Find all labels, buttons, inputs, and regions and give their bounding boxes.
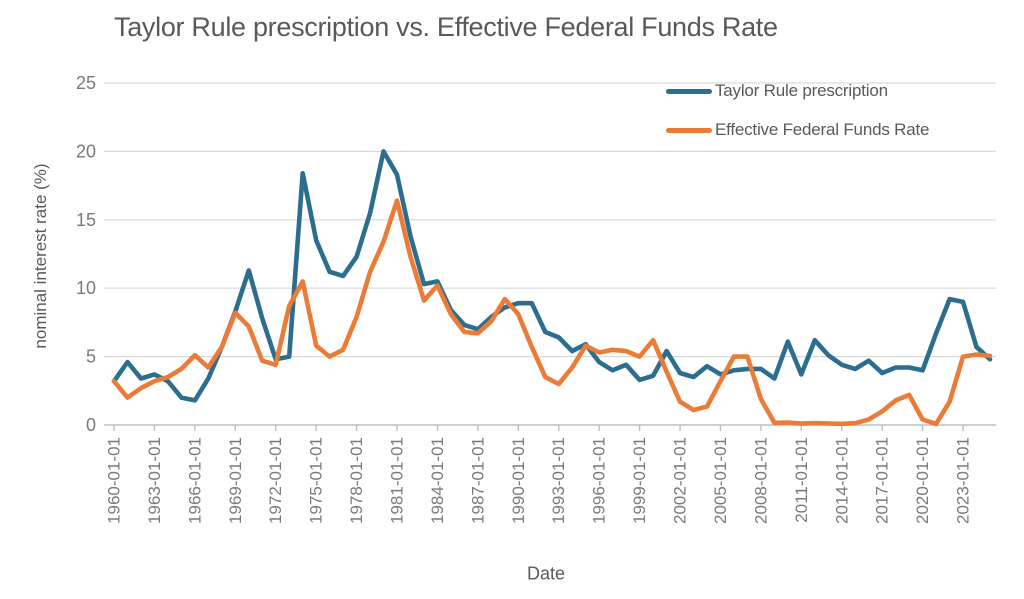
x-tick-label: 2002-01-01 [671, 437, 690, 524]
legend-item-effr: Effective Federal Funds Rate [666, 118, 929, 142]
x-tick-label: 1984-01-01 [428, 437, 447, 524]
x-tick-label: 1960-01-01 [105, 437, 124, 524]
legend-label-taylor-rule: Taylor Rule prescription [715, 81, 888, 100]
x-tick-label: 1972-01-01 [266, 437, 285, 524]
legend: Taylor Rule prescription Effective Feder… [666, 79, 929, 157]
x-tick-label: 1981-01-01 [388, 437, 407, 524]
y-tick-label: 25 [76, 73, 96, 93]
y-tick-label: 10 [76, 278, 96, 298]
x-axis-title: Date [526, 563, 566, 584]
x-tick-label: 1996-01-01 [590, 437, 609, 524]
x-tick-label: 1999-01-01 [630, 437, 649, 524]
y-tick-label: 0 [86, 415, 96, 435]
x-tick-label: 1987-01-01 [468, 437, 487, 524]
taylor-rule-line-swatch [666, 88, 712, 94]
x-tick-label: 2011-01-01 [792, 437, 811, 523]
effr-line-swatch [666, 127, 712, 133]
x-tick-label: 2014-01-01 [832, 437, 851, 524]
y-tick-label: 15 [76, 210, 96, 230]
x-tick-label: 1963-01-01 [145, 437, 164, 524]
x-tick-label: 1969-01-01 [226, 437, 245, 524]
x-tick-label: 1990-01-01 [509, 437, 528, 524]
x-tick-label: 1993-01-01 [549, 437, 568, 524]
x-tick-label: 1975-01-01 [307, 437, 326, 524]
chart-title: Taylor Rule prescription vs. Effective F… [114, 12, 778, 42]
x-tick-label: 2023-01-01 [954, 437, 973, 524]
y-tick-label: 20 [76, 141, 96, 161]
y-axis-title: nominal interest rate (%) [31, 163, 50, 349]
x-tick-label: 1978-01-01 [347, 437, 366, 524]
legend-label-effr: Effective Federal Funds Rate [715, 120, 930, 139]
legend-item-taylor-rule: Taylor Rule prescription [666, 79, 929, 103]
x-tick-label: 2008-01-01 [751, 437, 770, 524]
effr-line [111, 198, 993, 427]
x-tick-label: 2020-01-01 [913, 437, 932, 524]
x-tick-label: 2017-01-01 [873, 437, 892, 524]
x-tick-label: 2005-01-01 [711, 437, 730, 524]
x-tick-label: 1966-01-01 [185, 437, 204, 524]
taylor-rule-line [111, 149, 993, 403]
y-tick-label: 5 [86, 347, 96, 367]
